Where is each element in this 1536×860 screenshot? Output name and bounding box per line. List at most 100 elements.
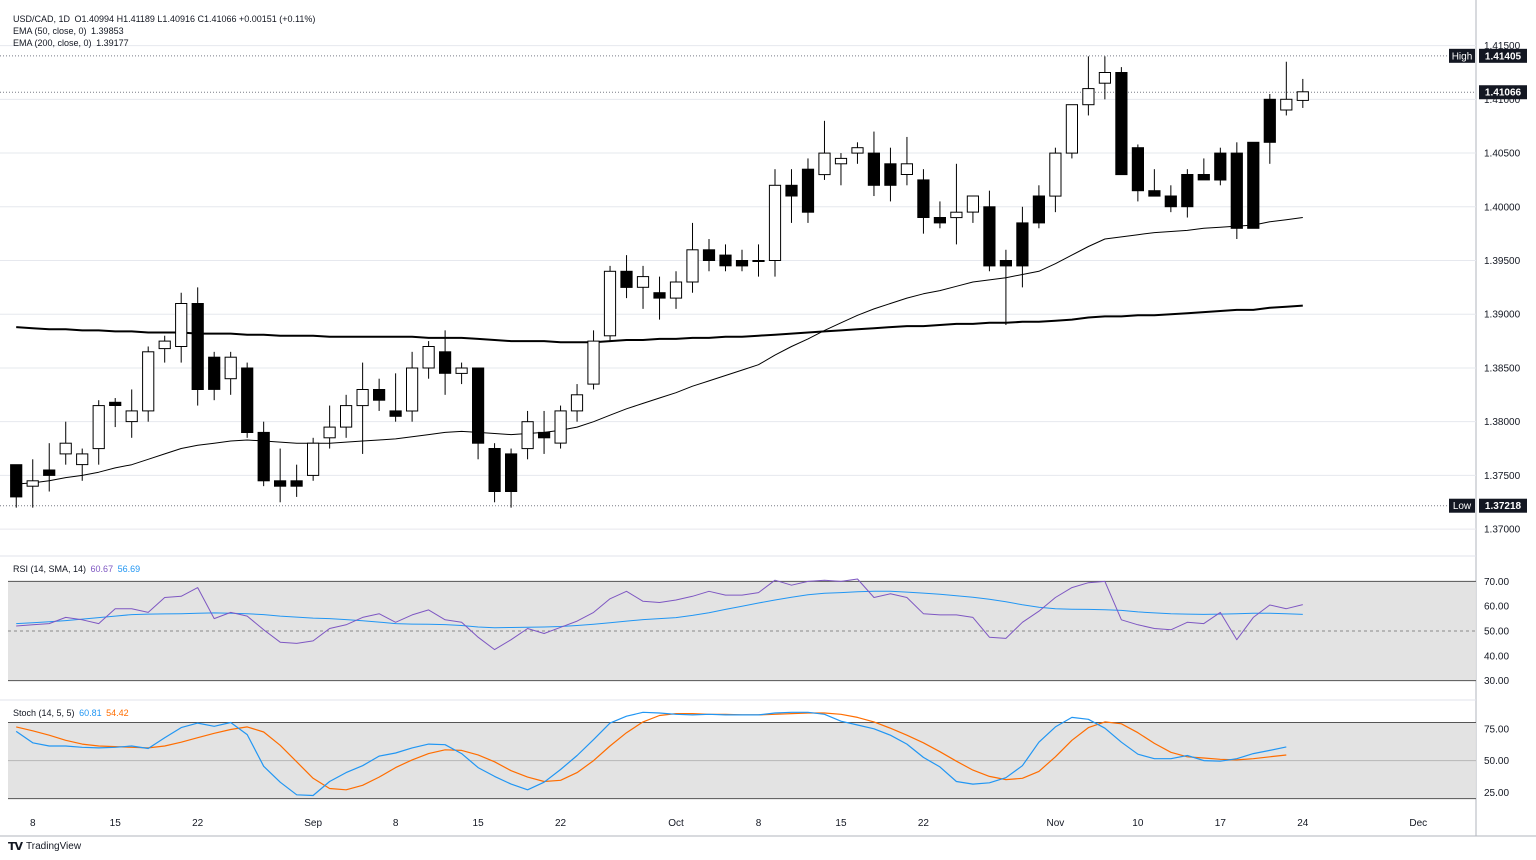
candle-body xyxy=(175,303,188,347)
candle-body xyxy=(323,426,336,439)
candle-body xyxy=(26,480,39,487)
candle xyxy=(538,410,551,454)
candle xyxy=(702,239,716,272)
candle-body xyxy=(59,442,72,455)
rsi-value: 60.67 xyxy=(90,564,114,574)
candle xyxy=(92,400,105,465)
stoch-label[interactable]: Stoch (14, 5, 5) xyxy=(13,708,75,718)
time-tick-label: 15 xyxy=(473,818,485,829)
candle xyxy=(340,394,353,438)
candle-body xyxy=(867,152,880,186)
candle-body xyxy=(439,351,452,374)
candle xyxy=(1247,141,1260,229)
candle xyxy=(455,362,468,385)
stoch-d-value: 54.42 xyxy=(106,708,129,718)
stoch-tick-label: 50.00 xyxy=(1484,756,1509,767)
candle xyxy=(950,163,963,245)
candle-body xyxy=(752,260,765,262)
candle-body xyxy=(620,270,633,288)
candle-body xyxy=(422,346,435,369)
rsi-tick-label: 40.00 xyxy=(1484,651,1509,662)
candle-body xyxy=(900,163,913,176)
candle xyxy=(983,190,996,272)
candle xyxy=(587,330,600,390)
candle-body xyxy=(257,431,270,482)
candle xyxy=(719,244,732,272)
candle-body xyxy=(406,367,419,412)
candle xyxy=(1065,104,1079,159)
candle xyxy=(884,147,897,202)
candle xyxy=(76,448,89,481)
candle xyxy=(389,373,402,422)
candle-body xyxy=(1197,174,1210,181)
candle-body xyxy=(999,260,1012,267)
candle xyxy=(735,249,749,272)
candle-body xyxy=(1082,88,1095,106)
candle xyxy=(620,255,633,299)
high-marker-label: High xyxy=(1452,51,1473,62)
candle-body xyxy=(290,480,303,487)
time-tick-label: Sep xyxy=(304,818,322,829)
candle-body xyxy=(735,260,749,267)
candle-body xyxy=(142,351,155,412)
rsi-sma-value: 56.69 xyxy=(117,564,141,574)
candle-body xyxy=(603,270,617,337)
candle-body xyxy=(801,168,815,213)
candle-body xyxy=(1065,104,1079,154)
ema200-label[interactable]: EMA (200, close, 0) xyxy=(13,38,92,48)
rsi-line xyxy=(16,578,1303,651)
candle xyxy=(851,142,864,164)
tradingview-logo[interactable]: 𝗧𝗩 TradingView xyxy=(8,840,81,853)
candle xyxy=(834,153,848,186)
ohlc-readout: O1.40994 H1.41189 L1.40916 C1.41066 +0.0… xyxy=(74,14,316,24)
candle xyxy=(1181,169,1194,218)
last-price-value-bg xyxy=(1479,85,1527,100)
candle xyxy=(307,437,320,481)
ema50-line xyxy=(16,217,1303,485)
candle xyxy=(356,362,369,454)
rsi-tick-label: 50.00 xyxy=(1484,627,1509,638)
rsi-legend: RSI (14, SMA, 14) 60.67 56.69 xyxy=(13,563,142,575)
candle xyxy=(521,410,534,460)
rsi-tick-label: 30.00 xyxy=(1484,676,1509,687)
stoch-k-line xyxy=(15,711,1287,797)
candle-body xyxy=(1115,72,1128,176)
tv-logo-icon: 𝗧𝗩 xyxy=(8,841,23,853)
price-legend: USD/CAD, 1D O1.40994 H1.41189 L1.40916 C… xyxy=(13,13,317,49)
candle xyxy=(422,341,435,379)
candle-body xyxy=(570,394,584,412)
candle xyxy=(125,389,138,438)
candle xyxy=(43,443,56,492)
time-tick-label: Nov xyxy=(1046,818,1064,829)
symbol-label[interactable]: USD/CAD, 1D xyxy=(13,14,71,24)
time-tick-label: Dec xyxy=(1409,818,1427,829)
candle xyxy=(257,421,270,487)
candle xyxy=(488,443,501,503)
high-marker-value-bg xyxy=(1479,48,1527,63)
candle xyxy=(1197,158,1210,181)
candle-body xyxy=(917,179,930,218)
candle-body xyxy=(43,469,56,476)
ema200-line xyxy=(16,304,1303,344)
candle-body xyxy=(1280,98,1293,111)
candle xyxy=(406,351,419,422)
candle-body xyxy=(1164,195,1177,208)
stoch-k-value: 60.81 xyxy=(79,708,102,718)
ema50-label[interactable]: EMA (50, close, 0) xyxy=(13,26,87,36)
candle xyxy=(867,131,880,197)
candle xyxy=(10,464,23,508)
candle-body xyxy=(92,405,105,450)
ema200-value: 1.39177 xyxy=(96,38,129,48)
candle-body xyxy=(472,367,485,444)
price-tick-label: 1.38500 xyxy=(1484,363,1521,374)
time-tick-label: 8 xyxy=(30,818,36,829)
candle-body xyxy=(653,292,666,299)
candle xyxy=(59,421,72,465)
candle xyxy=(1164,185,1177,213)
high-marker-label-bg xyxy=(1449,48,1475,63)
rsi-label[interactable]: RSI (14, SMA, 14) xyxy=(13,564,87,574)
candle-body xyxy=(1131,147,1145,192)
candle xyxy=(653,276,666,320)
price-tick-label: 1.37500 xyxy=(1484,471,1521,482)
